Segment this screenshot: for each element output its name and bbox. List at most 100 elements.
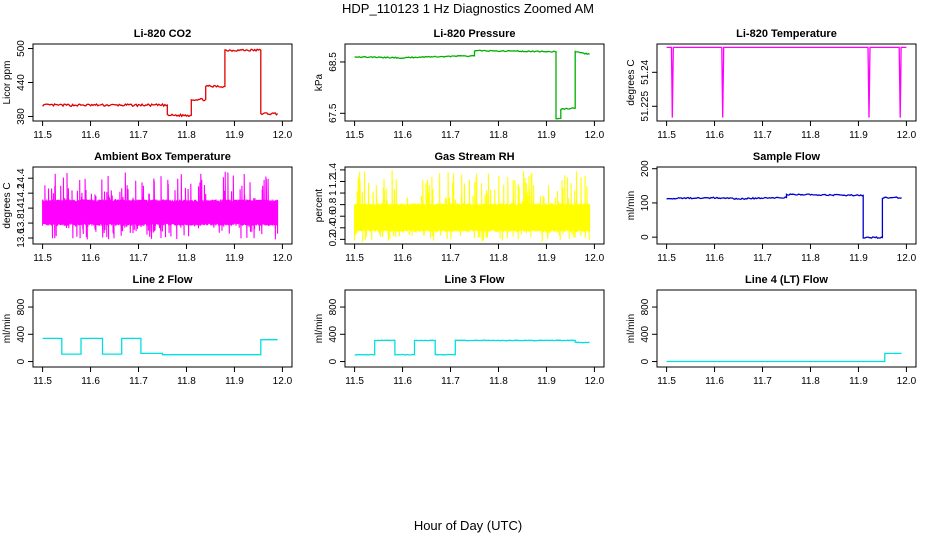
y-tick-label: 51.225 <box>640 91 651 122</box>
x-tick-label: 11.7 <box>129 376 148 387</box>
y-tick-label: 14 <box>16 202 27 214</box>
y-tick-label: 14.2 <box>16 183 27 203</box>
panel-title: Li-820 CO2 <box>134 28 191 40</box>
panel-title: Line 3 Flow <box>445 274 505 286</box>
x-tick-label: 11.6 <box>393 376 412 387</box>
x-tick-label: 11.6 <box>81 376 100 387</box>
x-tick-label: 11.8 <box>801 253 820 264</box>
plot-frame <box>656 166 917 245</box>
y-tick-label: 68.5 <box>328 52 339 72</box>
y-axis-label: ml/min <box>2 314 13 343</box>
x-tick-label: 11.5 <box>657 376 676 387</box>
x-tick-label: 12.0 <box>897 253 917 264</box>
x-tick-label: 12.0 <box>585 130 605 141</box>
panel-title: Ambient Box Temperature <box>94 151 231 163</box>
y-tick-label: 51.24 <box>640 59 651 84</box>
x-tick-label: 11.7 <box>753 376 772 387</box>
x-tick-label: 11.6 <box>393 130 412 141</box>
plot-frame <box>32 43 293 122</box>
x-tick-label: 11.9 <box>225 130 244 141</box>
x-tick-label: 12.0 <box>273 253 293 264</box>
panel-title: Line 4 (LT) Flow <box>745 274 828 286</box>
x-tick-label: 11.9 <box>225 376 244 387</box>
x-tick-label: 12.0 <box>897 376 917 387</box>
y-tick-label: 67.5 <box>328 103 339 123</box>
x-tick-label: 11.9 <box>537 130 556 141</box>
x-tick-label: 11.8 <box>489 376 508 387</box>
x-tick-label: 11.5 <box>33 253 52 264</box>
chart-panel-9: Line 4 (LT) Flow 11.5 11.6 11.7 11.8 11.9 12.0… <box>626 274 917 387</box>
y-axis-label: ml/min <box>626 314 637 343</box>
y-axis-label: ml/min <box>314 314 325 343</box>
x-tick-label: 11.9 <box>849 253 868 264</box>
y-tick-label: 0 <box>640 234 651 240</box>
x-tick-label: 11.6 <box>705 130 724 141</box>
data-series <box>666 193 902 239</box>
x-tick-label: 11.5 <box>345 376 364 387</box>
x-tick-label: 11.6 <box>705 253 724 264</box>
x-tick-label: 11.8 <box>177 130 196 141</box>
data-series <box>666 46 907 118</box>
chart-panel-5: Gas Stream RH 11.5 11.6 11.7 11.8 11.9 12.0 0.2… <box>314 151 605 264</box>
y-axis-label: percent <box>314 189 325 223</box>
x-tick-label: 11.8 <box>801 376 820 387</box>
plot-frame <box>344 43 605 122</box>
x-tick-label: 11.7 <box>441 130 460 141</box>
x-tick-label: 11.7 <box>441 376 460 387</box>
chart-panel-1: Li-820 CO2 11.5 11.6 11.7 11.8 11.9 12.0 380 440… <box>2 28 293 141</box>
y-tick-label: 0 <box>640 358 651 364</box>
data-series <box>666 352 902 363</box>
x-tick-label: 11.5 <box>657 253 676 264</box>
data-series <box>42 171 279 240</box>
x-tick-label: 12.0 <box>273 130 293 141</box>
panel-title: Gas Stream RH <box>434 151 514 163</box>
y-tick-label: 440 <box>16 74 27 91</box>
x-tick-label: 12.0 <box>897 130 917 141</box>
y-tick-label: 500 <box>16 40 27 57</box>
y-axis-label: degrees C <box>626 59 637 105</box>
x-tick-label: 11.9 <box>537 253 556 264</box>
y-tick-label: 0 <box>328 358 339 364</box>
data-series <box>42 337 278 356</box>
x-tick-label: 11.6 <box>393 253 412 264</box>
x-tick-label: 12.0 <box>585 253 605 264</box>
plot-frame <box>656 289 917 368</box>
x-tick-label: 11.7 <box>753 130 772 141</box>
y-axis-label: Licor ppm <box>2 61 13 105</box>
plot-frame <box>32 289 293 368</box>
y-tick-label: 1 <box>328 190 339 196</box>
x-tick-label: 11.5 <box>33 376 52 387</box>
panel-title: Line 2 Flow <box>133 274 193 286</box>
data-series <box>354 170 591 243</box>
y-tick-label: 0.8 <box>328 197 339 211</box>
y-tick-label: 200 <box>640 160 651 177</box>
y-tick-label: 100 <box>640 194 651 211</box>
x-tick-label: 11.9 <box>225 253 244 264</box>
x-tick-label: 12.0 <box>585 376 605 387</box>
y-tick-label: 14.4 <box>16 168 27 188</box>
y-tick-label: 1.4 <box>328 163 339 177</box>
x-axis-label: Hour of Day (UTC) <box>413 518 523 533</box>
y-axis-label: ml/min <box>626 191 637 220</box>
y-tick-label: 400 <box>16 326 27 343</box>
chart-panel-8: Line 3 Flow 11.5 11.6 11.7 11.8 11.9 12.0 0 400 8… <box>314 274 605 387</box>
x-tick-label: 11.5 <box>345 130 364 141</box>
chart-panel-2: Li-820 Pressure 11.5 11.6 11.7 11.8 11.9 12.0 6… <box>314 28 605 141</box>
y-tick-label: 380 <box>16 108 27 125</box>
y-tick-label: 0.4 <box>328 220 339 234</box>
x-tick-label: 11.7 <box>441 253 460 264</box>
y-tick-label: 0.6 <box>328 209 339 223</box>
chart-panel-6: Sample Flow 11.5 11.6 11.7 11.8 11.9 12.0 0 100 2… <box>626 151 917 264</box>
plot-frame <box>344 166 605 245</box>
y-tick-label: 13.6 <box>16 228 27 248</box>
plot-frame <box>656 43 917 122</box>
chart-panel-3: Li-820 Temperature 11.5 11.6 11.7 11.8 11.9 12… <box>626 28 917 141</box>
y-axis-label: kPa <box>314 73 325 91</box>
x-tick-label: 11.6 <box>81 253 100 264</box>
chart-panel-7: Line 2 Flow 11.5 11.6 11.7 11.8 11.9 12.0 0 400 8… <box>2 274 293 387</box>
x-tick-label: 11.8 <box>177 376 196 387</box>
y-tick-label: 400 <box>640 326 651 343</box>
x-tick-label: 11.7 <box>129 253 148 264</box>
y-tick-label: 800 <box>640 298 651 315</box>
